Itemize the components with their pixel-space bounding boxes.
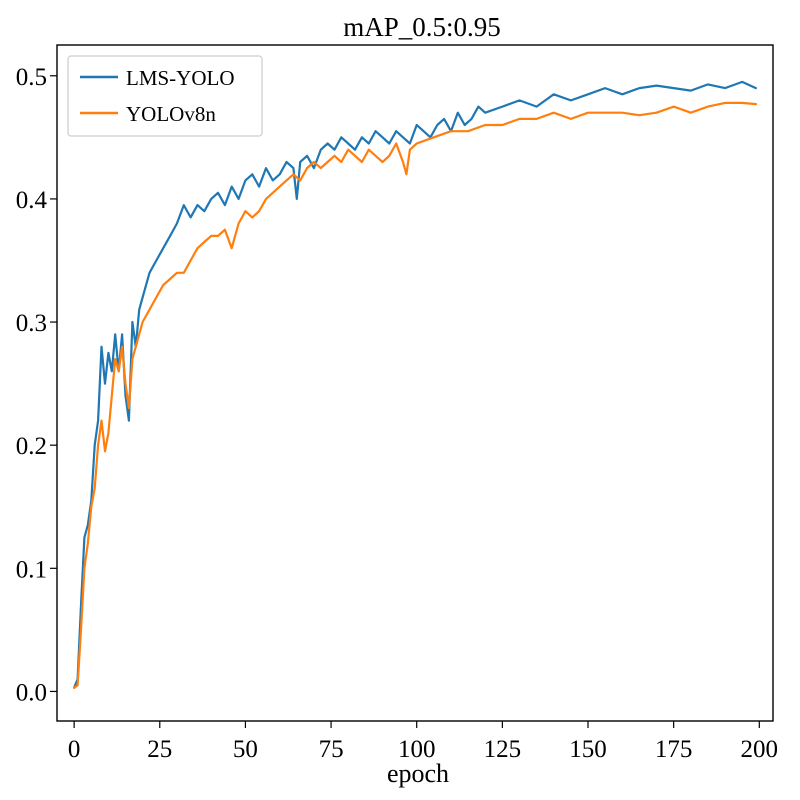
x-tick-label: 50 [233,736,258,763]
chart-title: mAP_0.5:0.95 [343,12,501,42]
y-tick-label: 0.2 [16,433,47,460]
x-tick-label: 125 [484,736,522,763]
x-tick-label: 25 [147,736,172,763]
y-tick-label: 0.4 [16,187,48,214]
legend: LMS-YOLO YOLOv8n [67,55,263,137]
y-tick-label: 0.3 [16,310,47,337]
x-tick-label: 150 [569,736,607,763]
legend-label-yolov8n: YOLOv8n [126,102,216,126]
plot-area: 0 25 50 75 100 125 150 175 200 0.00.10.20.30.40.… [16,44,778,763]
legend-label-lms-yolo: LMS-YOLO [126,66,235,90]
y-tick-label: 0.5 [16,64,47,91]
x-tick-label: 200 [741,736,779,763]
x-tick-label: 175 [655,736,693,763]
y-tick-label: 0.0 [16,679,47,706]
x-tick-label: 100 [398,736,436,763]
y-axis: 0.0 0.1 0.2 0.3 0.4 0.5 [16,64,57,706]
x-tick-label: 0 [68,736,81,763]
x-tick-label: 75 [319,736,344,763]
plot-frame [56,44,774,722]
y-tick-label: 0.1 [16,556,47,583]
x-axis: 0 25 50 75 100 125 150 175 200 [68,721,778,763]
x-axis-label: epoch [387,759,449,788]
series-line-yolov8n [72,101,758,689]
series-line-lms-yolo [72,80,758,689]
series-layer [72,80,758,689]
